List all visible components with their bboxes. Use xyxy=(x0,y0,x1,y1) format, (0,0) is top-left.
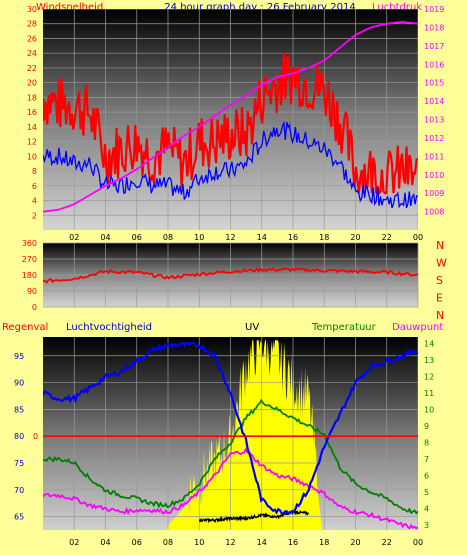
x-tick-label: 10 xyxy=(194,538,204,547)
x-tick-label: 12 xyxy=(225,233,235,242)
y-right-tick-label: 1019 xyxy=(424,5,444,14)
x-tick-label: 18 xyxy=(319,233,329,242)
y-tick-label: 18 xyxy=(27,93,37,102)
x-tick-label: 02 xyxy=(69,538,79,547)
y-tick-label: 80 xyxy=(14,432,24,441)
direction-label-e: E xyxy=(436,292,443,305)
x-tick-label: 00 xyxy=(413,233,423,242)
y-right-tick-label: 6 xyxy=(424,472,429,481)
x-tick-label: 04 xyxy=(100,538,110,547)
y-right-tick-label: 9 xyxy=(424,422,429,431)
wind-speed-title: Windsnelheid xyxy=(36,2,103,13)
uv-title: UV xyxy=(245,322,259,333)
direction-label-n: N xyxy=(436,239,444,252)
y-right-tick-label: 1009 xyxy=(424,189,444,198)
wind-gust-line xyxy=(43,52,418,196)
y-right-tick-label: 5 xyxy=(424,488,429,497)
y-tick-label: 270 xyxy=(22,255,37,264)
y-right-tick-label: 1017 xyxy=(424,42,444,51)
x-tick-label: 08 xyxy=(163,538,173,547)
y-right-tick-label: 1013 xyxy=(424,116,444,125)
y-tick-label: 75 xyxy=(14,459,24,468)
uv-area xyxy=(160,340,325,530)
y-tick-label: 85 xyxy=(14,405,24,414)
temperature-title: Temperatuur xyxy=(311,322,377,333)
graph-title: 24 hour graph day : 26 February 2014 xyxy=(164,2,355,13)
x-tick-label: 14 xyxy=(257,233,267,242)
y-tick-label: 90 xyxy=(27,287,37,296)
direction-label-w: W xyxy=(436,257,447,270)
y-right-tick-label: 1011 xyxy=(424,152,444,161)
x-tick-label: 16 xyxy=(288,233,298,242)
y-tick-label: 0 xyxy=(32,303,37,312)
x-tick-label: 14 xyxy=(257,538,267,547)
y-right-tick-label: 1012 xyxy=(424,134,444,143)
y-right-tick-label: 8 xyxy=(424,439,429,448)
humidity-line xyxy=(43,341,418,516)
y-tick-label: 8 xyxy=(32,167,37,176)
x-tick-label: 06 xyxy=(132,538,142,547)
y-tick-label: 20 xyxy=(27,79,37,88)
dewpoint-title: Dauwpunt xyxy=(392,322,443,333)
y-tick-label: 26 xyxy=(27,34,37,43)
dewpoint-line xyxy=(43,447,418,530)
temperature-line xyxy=(43,398,418,515)
y-tick-label: 6 xyxy=(32,182,37,191)
x-tick-label: 04 xyxy=(100,233,110,242)
y-right-tick-label: 12 xyxy=(424,373,434,382)
y-right-tick-label: 1015 xyxy=(424,79,444,88)
wind-direction-line xyxy=(42,266,419,284)
x-tick-label: 16 xyxy=(288,538,298,547)
y-right-tick-label: 1016 xyxy=(424,60,444,69)
x-tick-label: 22 xyxy=(382,233,392,242)
y-right-tick-label: 14 xyxy=(424,340,434,349)
wind-average-line xyxy=(43,120,418,209)
x-tick-label: 08 xyxy=(163,233,173,242)
y-right-tick-label: 1008 xyxy=(424,208,444,217)
y-tick-label: 65 xyxy=(14,513,24,522)
y-right-tick-label: 10 xyxy=(424,406,434,415)
y-tick-label: 4 xyxy=(32,197,37,206)
x-tick-label: 20 xyxy=(350,233,360,242)
y-tick-label: 30 xyxy=(27,5,37,14)
y-tick-label: 22 xyxy=(27,64,37,73)
y-right-tick-label: 1010 xyxy=(424,171,444,180)
y-right-tick-label: 3 xyxy=(424,521,429,530)
x-tick-label: 22 xyxy=(382,538,392,547)
y-tick-label: 24 xyxy=(27,49,37,58)
y-tick-label: 2 xyxy=(32,211,37,220)
y-right-tick-label: 7 xyxy=(424,455,429,464)
humidity-title: Luchtvochtigheid xyxy=(66,322,152,333)
y-right-tick-label: 11 xyxy=(424,389,434,398)
y-tick-label: 12 xyxy=(27,138,37,147)
x-tick-label: 18 xyxy=(319,538,329,547)
y-tick-label: 70 xyxy=(14,486,24,495)
direction-label-s: S xyxy=(436,274,443,287)
x-tick-label: 12 xyxy=(225,538,235,547)
y-tick-label: 16 xyxy=(27,108,37,117)
x-tick-label: 20 xyxy=(350,538,360,547)
direction-label-n: N xyxy=(436,309,444,322)
y-right-tick-label: 13 xyxy=(424,356,434,365)
y-tick-label: 180 xyxy=(22,271,37,280)
y-tick-label: 360 xyxy=(22,239,37,248)
y-right-tick-label: 1018 xyxy=(424,23,444,32)
x-tick-label: 02 xyxy=(69,233,79,242)
pressure-line xyxy=(43,20,418,213)
x-tick-label: 06 xyxy=(132,233,142,242)
y-tick-label: 10 xyxy=(27,152,37,161)
rain-value-label: 0 xyxy=(33,432,38,441)
y-tick-label: 28 xyxy=(27,20,37,29)
x-tick-label: 10 xyxy=(194,233,204,242)
pressure-title: Luchtdruk xyxy=(372,2,422,13)
y-tick-label: 95 xyxy=(14,352,24,361)
y-tick-label: 14 xyxy=(27,123,37,132)
y-right-tick-label: 1014 xyxy=(424,97,444,106)
x-tick-label: 00 xyxy=(413,538,423,547)
y-right-tick-label: 4 xyxy=(424,505,429,514)
y-tick-label: 90 xyxy=(14,379,24,388)
rain-title: Regenval xyxy=(2,322,48,333)
